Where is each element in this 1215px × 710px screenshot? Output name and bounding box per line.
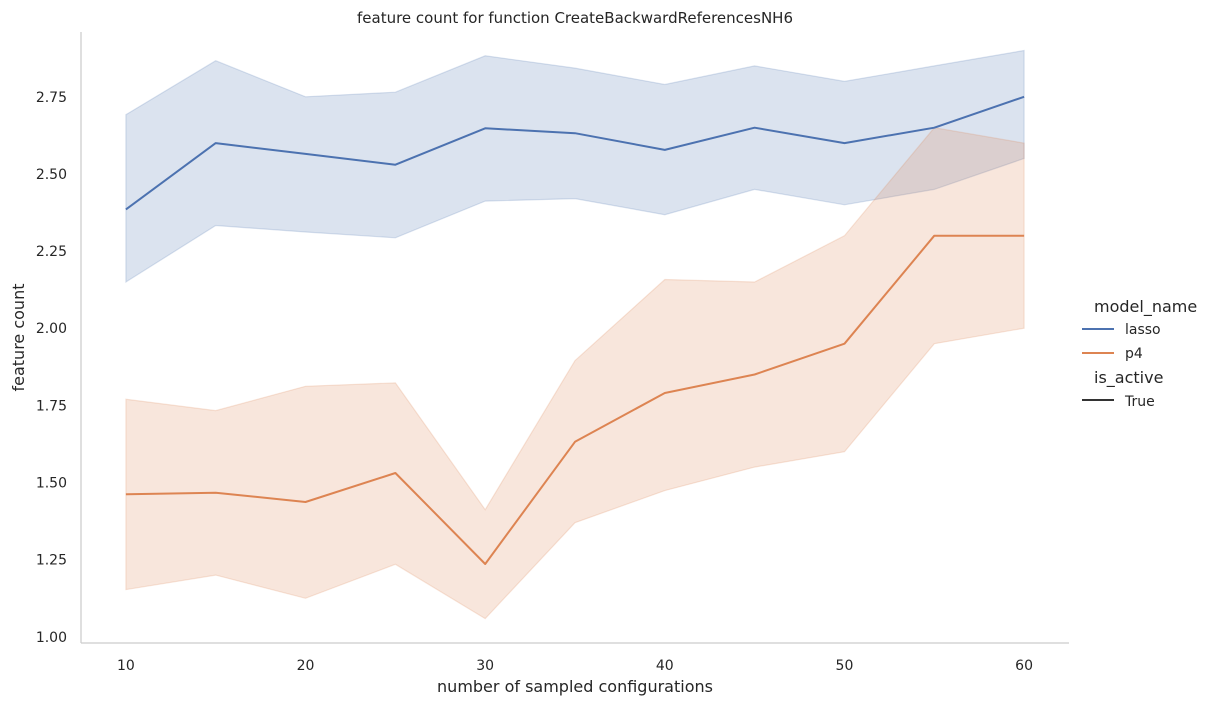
- x-tick-label: 10: [117, 658, 135, 674]
- x-tick-labels: 10 20 30 40 50 60: [117, 658, 1033, 674]
- legend-hue-title: model_name: [1094, 297, 1197, 317]
- legend-style-title: is_active: [1094, 368, 1163, 388]
- x-tick-label: 60: [1015, 658, 1033, 674]
- axes: [80, 32, 1069, 644]
- series-line-lasso: [125, 95, 1025, 211]
- legend-label-p4: p4: [1125, 346, 1143, 362]
- legend-label-lasso: lasso: [1125, 322, 1161, 338]
- ci-band-p4: [125, 127, 1025, 620]
- y-tick-label: 2.50: [36, 167, 67, 183]
- ci-band-lasso: [125, 49, 1025, 284]
- y-tick-label: 2.25: [36, 244, 67, 260]
- legend-label-true: True: [1124, 394, 1155, 410]
- series-line-p4: [125, 234, 1025, 565]
- x-axis-label: number of sampled configurations: [437, 677, 713, 696]
- y-tick-label: 1.50: [36, 476, 67, 492]
- y-tick-label: 1.00: [36, 630, 67, 646]
- chart-title: feature count for function CreateBackwar…: [357, 9, 793, 27]
- confidence-bands: [125, 49, 1025, 620]
- x-tick-label: 20: [297, 658, 315, 674]
- y-axis-label: feature count: [9, 284, 28, 392]
- legend: model_name lasso p4 is_active True: [1082, 297, 1197, 410]
- y-tick-label: 2.75: [36, 90, 67, 106]
- y-tick-label: 2.00: [36, 321, 67, 337]
- x-tick-label: 40: [656, 658, 674, 674]
- x-tick-label: 30: [476, 658, 494, 674]
- y-tick-label: 1.25: [36, 553, 67, 569]
- series-lines: [125, 95, 1025, 565]
- x-tick-label: 50: [836, 658, 854, 674]
- y-tick-labels: 1.00 1.25 1.50 1.75 2.00 2.25 2.50 2.75: [36, 90, 67, 646]
- y-tick-label: 1.75: [36, 398, 67, 414]
